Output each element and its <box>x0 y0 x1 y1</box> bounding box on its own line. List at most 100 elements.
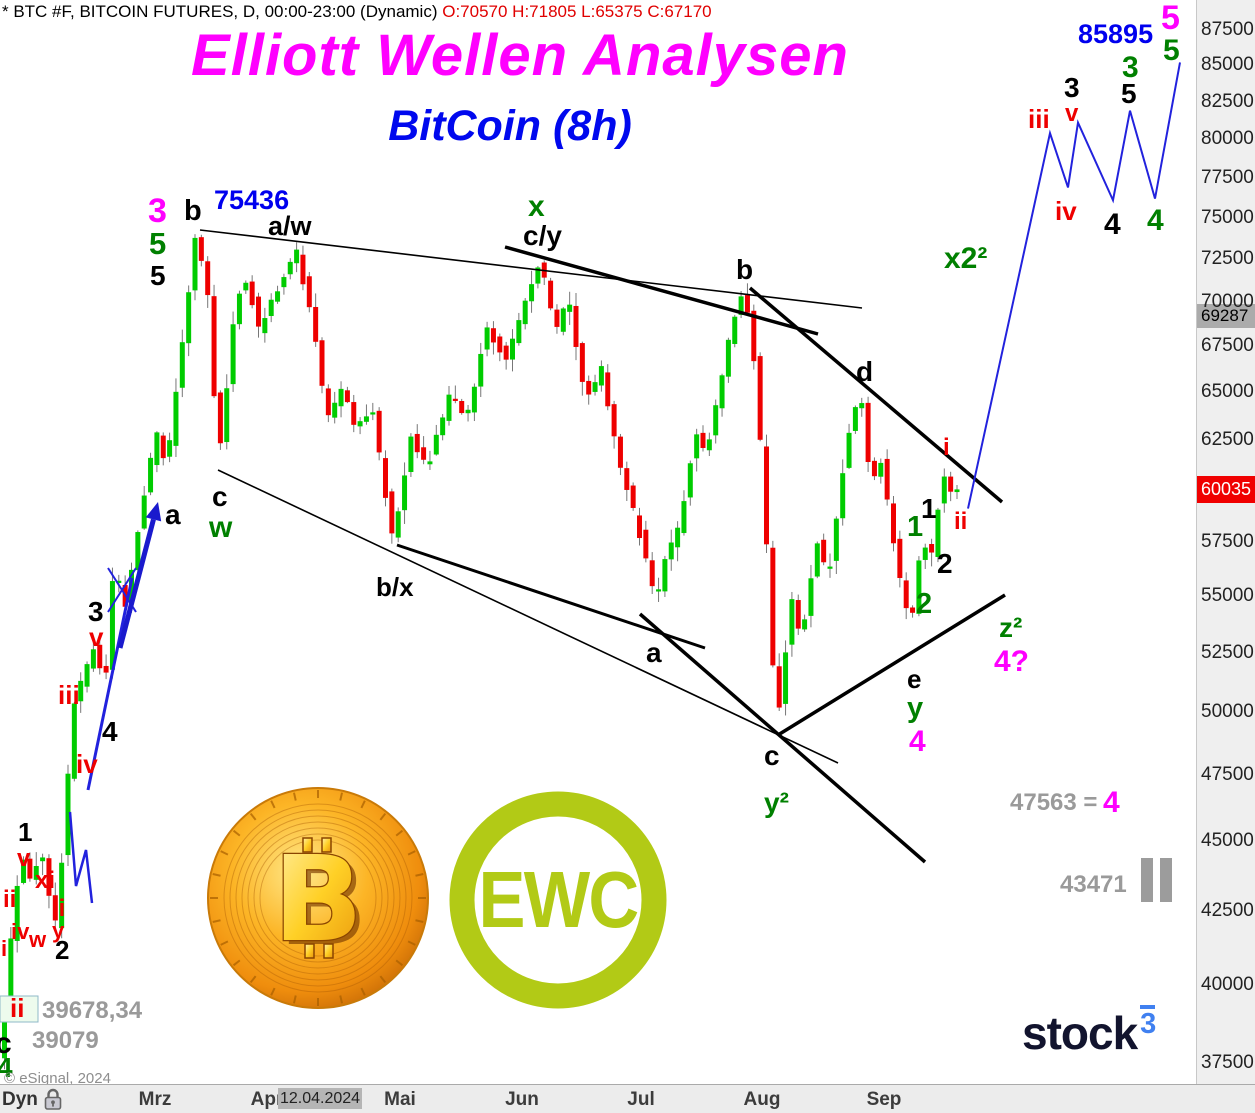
price-tick: 42500 <box>1201 899 1254 921</box>
price-tick: 77500 <box>1201 166 1254 188</box>
wave-annotation: 4 <box>102 716 118 747</box>
wave-annotation: b <box>736 254 753 285</box>
wave-annotation: y <box>907 692 923 724</box>
ohlc-values: O:70570 H:71805 L:65375 C:67170 <box>442 2 712 21</box>
wave-annotation: 1 <box>921 493 937 524</box>
wave-annotation: ii <box>10 993 24 1023</box>
wave-annotation: x2² <box>944 242 987 275</box>
wave-annotation: 4? <box>994 645 1029 678</box>
symbol-header: * BTC #F, BITCOIN FUTURES, D, 00:00-23:0… <box>2 2 712 22</box>
price-tick: 75000 <box>1201 206 1254 228</box>
month-label: Mai <box>384 1089 416 1110</box>
price-tick: 37500 <box>1201 1052 1254 1074</box>
page-title: Elliott Wellen Analysen <box>191 23 849 88</box>
wave-annotation: iii <box>58 680 80 710</box>
logos-layer: BB EWC <box>207 787 667 1009</box>
wave-annotation: a <box>165 499 181 530</box>
wave-annotation: 5 <box>1161 0 1180 37</box>
wave-annotation: 2 <box>55 935 69 965</box>
price-tick: 67500 <box>1201 335 1254 357</box>
wave-annotation: ii <box>954 508 967 535</box>
price-tick: 65000 <box>1201 381 1254 403</box>
month-label: Mrz <box>138 1089 172 1110</box>
price-tick: 40000 <box>1201 973 1254 995</box>
month-label: Jun <box>505 1089 539 1110</box>
wave-annotation: 4 <box>909 725 926 758</box>
marked-price-label: 69287 <box>1197 303 1255 328</box>
wave-annotation: 4 <box>1147 204 1164 237</box>
wave-annotation: c <box>764 740 780 771</box>
price-tick: 70000 <box>1201 291 1254 313</box>
wave-annotation: w <box>208 511 233 544</box>
wave-annotation: c <box>0 1027 12 1060</box>
wave-annotation: 5 <box>1163 34 1180 67</box>
candles-layer <box>2 234 960 1070</box>
wave-annotation: ii <box>52 895 65 922</box>
wave-annotation: © eSignal, 2024 <box>4 1070 111 1085</box>
wave-annotation: v <box>1065 100 1079 127</box>
wave-annotation: y <box>52 918 65 943</box>
wave-annotation: 2 <box>937 548 953 579</box>
wave-annotation: iv <box>1055 196 1077 226</box>
month-label: Jul <box>627 1089 655 1110</box>
price-axis[interactable]: 69287 60035 87500 85000 82500 80000 77500 750… <box>1196 0 1255 1085</box>
price-tick: 72500 <box>1201 248 1254 270</box>
wave-annotation: z² <box>999 612 1022 643</box>
wave-annotation: 75436 <box>214 185 289 215</box>
wave-annotation: iv <box>76 749 98 779</box>
month-label: Apr <box>250 1089 284 1110</box>
wave-annotation: iii <box>1028 104 1050 134</box>
ewc-logo: EWC <box>449 791 667 1009</box>
wave-annotation: xi <box>35 867 55 894</box>
wave-annotation: 39678,34 <box>42 997 143 1024</box>
wave-annotation: 4 <box>1104 208 1121 241</box>
wave-annotation: 85895 <box>1078 19 1153 49</box>
wave-annotation: 5 <box>1121 78 1137 109</box>
wave-annotation: b/x <box>376 572 414 602</box>
wave-annotation: x <box>528 190 545 223</box>
wave-annotation: 5 <box>150 260 166 291</box>
wave-annotation: 3 <box>1064 72 1080 103</box>
label-highlight-box <box>0 995 39 1023</box>
lock-icon[interactable] <box>42 1087 64 1111</box>
trendlines-layer <box>68 62 1181 904</box>
wave-annotation: w <box>28 927 47 952</box>
wave-annotation: 2 <box>916 588 932 620</box>
wave-annotation: c/y <box>523 220 562 251</box>
wave-projection-line <box>967 62 1181 509</box>
wave-annotation: c <box>212 481 228 512</box>
time-axis[interactable]: Dyn Mrz Apr Mai Jun Jul Aug Sep 12.04.2024 <box>0 1084 1255 1113</box>
month-label: Aug <box>743 1089 781 1110</box>
price-tick: 87500 <box>1201 19 1254 40</box>
wave-annotation: d <box>856 356 873 387</box>
wave-annotation: i <box>1 936 7 961</box>
wave-annotation: 43471 <box>1060 871 1127 898</box>
wave-annotation: 3 <box>148 192 167 230</box>
stock3-logo: stock 3 <box>1022 1005 1156 1060</box>
wave-annotation: 3 <box>1122 51 1139 84</box>
svg-text:B: B <box>278 834 368 972</box>
stock3-text: stock <box>1022 1007 1138 1059</box>
symbol-info: * BTC #F, BITCOIN FUTURES, D, 00:00-23:0… <box>2 2 438 21</box>
wave-annotation: 4 <box>1103 786 1120 819</box>
wave-annotation: 4 <box>0 1052 13 1083</box>
date-crosshair-label: 12.04.2024 <box>278 1088 362 1109</box>
wave-annotation: 47563 = <box>1010 789 1097 816</box>
ewc-text: EWC <box>479 855 638 944</box>
page-subtitle: BitCoin (8h) <box>388 102 632 150</box>
wave-annotation: e <box>907 664 921 694</box>
arrow-head <box>145 502 162 522</box>
price-tick: 85000 <box>1201 54 1254 76</box>
wave-annotation: 1 <box>907 511 923 543</box>
wave-annotation: b <box>184 195 202 227</box>
wave-annotation: 5 <box>149 226 166 261</box>
wave-annotation: 3 <box>88 596 104 627</box>
price-tick: 55000 <box>1201 585 1254 607</box>
price-tick: 57500 <box>1201 531 1254 552</box>
wave-annotation: a/w <box>268 211 313 241</box>
wave-annotation: ii <box>3 886 16 913</box>
bitcoin-b-glyph: B <box>273 830 363 968</box>
